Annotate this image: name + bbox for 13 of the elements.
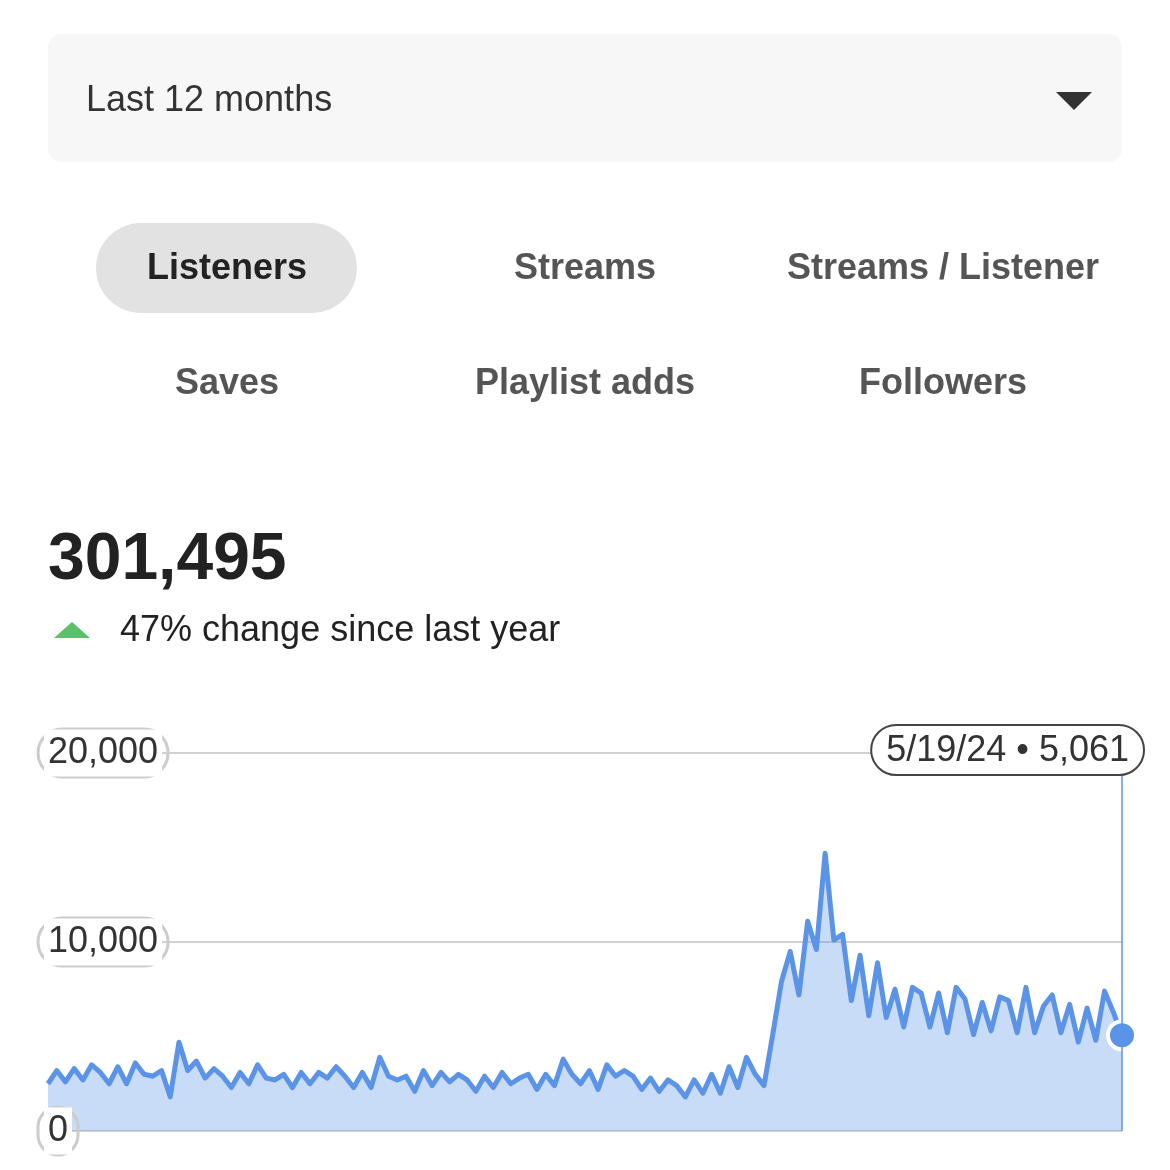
text: Followers (858, 360, 1028, 404)
text: Listeners (145, 245, 309, 289)
annotation: 5/19/24 • 5,061 (886, 727, 1129, 769)
y-tick-label: 20,000 (48, 729, 159, 771)
y-tick-label: 0 (48, 1107, 69, 1149)
chart-subtitle: 47% change since last year (120, 608, 561, 650)
text: Last 12 months (86, 78, 333, 120)
chart-title: 301,495 (48, 518, 287, 594)
text: Saves (173, 360, 281, 404)
text: Streams (512, 245, 658, 289)
text: Streams / Listener (785, 245, 1101, 289)
text: Playlist adds (473, 360, 697, 404)
y-tick-label: 10,000 (48, 918, 159, 960)
